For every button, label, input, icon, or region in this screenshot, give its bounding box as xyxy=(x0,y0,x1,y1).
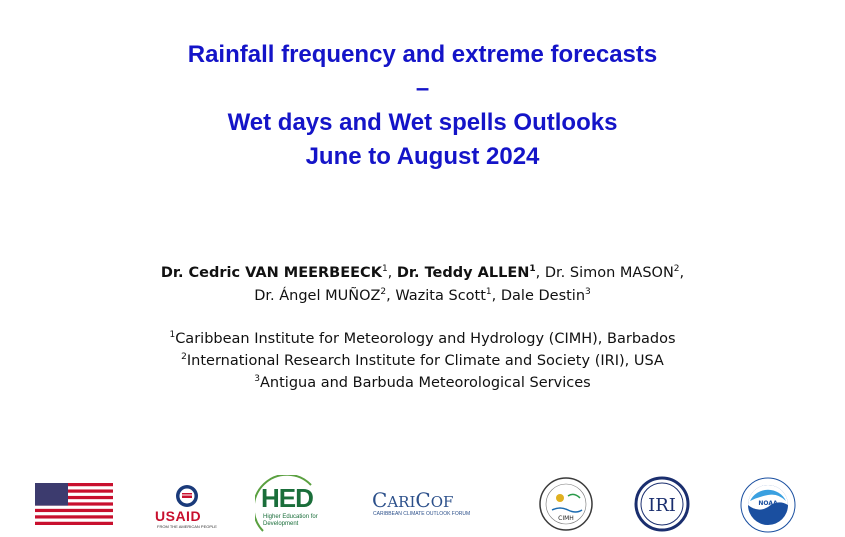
author-sup: 3 xyxy=(585,287,591,297)
usaid-logo-text: USAID xyxy=(155,508,202,524)
author-sup: 1 xyxy=(529,264,536,274)
affiliation-list: 1Caribbean Institute for Meteorology and… xyxy=(0,328,845,394)
hed-logo-text: HED xyxy=(261,483,314,513)
caricof-logo-text: CARICOF xyxy=(372,488,454,512)
author-name: Dr. Simon MASON xyxy=(544,265,674,281)
iri-logo-icon: IRI xyxy=(634,476,690,532)
us-flag-icon xyxy=(35,483,113,525)
author-name: Wazita Scott xyxy=(395,288,486,304)
title-line-4: June to August 2024 xyxy=(305,143,540,170)
author-list: Dr. Cedric VAN MEERBEECK1, Dr. Teddy ALL… xyxy=(160,264,685,305)
author-name: Dale Destin xyxy=(500,288,586,304)
affiliation-item: 3Antigua and Barbuda Meteorological Serv… xyxy=(254,374,591,392)
noaa-logo-icon: NOAA xyxy=(740,477,796,533)
author-sup: 2 xyxy=(380,287,387,297)
cimh-logo-icon: CIMH xyxy=(539,477,593,531)
title-line-1: Rainfall frequency and extreme forecasts xyxy=(187,41,658,68)
hed-tagline: Higher Education for Development xyxy=(263,514,318,527)
presentation-title: Rainfall frequency and extreme forecasts… xyxy=(0,38,845,174)
author-name: Dr. Teddy ALLEN xyxy=(396,265,530,281)
hed-arc-icon xyxy=(255,475,312,532)
usaid-tagline: FROM THE AMERICAN PEOPLE xyxy=(157,524,217,529)
author-name: Dr. Ángel MUÑOZ xyxy=(254,288,381,304)
usaid-seal-icon xyxy=(176,485,198,507)
caricof-tagline: CARIBBEAN CLIMATE OUTLOOK FORUM xyxy=(373,511,471,517)
author-sup: 1 xyxy=(485,287,492,297)
title-line-3: Wet days and Wet spells Outlooks xyxy=(227,109,618,136)
author-name: Dr. Cedric VAN MEERBEECK xyxy=(160,265,382,281)
author-sup: 1 xyxy=(381,264,388,274)
noaa-logo-text: NOAA xyxy=(758,500,778,507)
iri-logo-text: IRI xyxy=(648,495,676,516)
author-sup: 2 xyxy=(673,264,680,274)
affiliation-item: 2International Research Institute for Cl… xyxy=(181,352,664,370)
cimh-logo-text: CIMH xyxy=(558,515,574,522)
title-line-2: – xyxy=(415,75,430,102)
affiliation-item: 1Caribbean Institute for Meteorology and… xyxy=(169,330,676,348)
